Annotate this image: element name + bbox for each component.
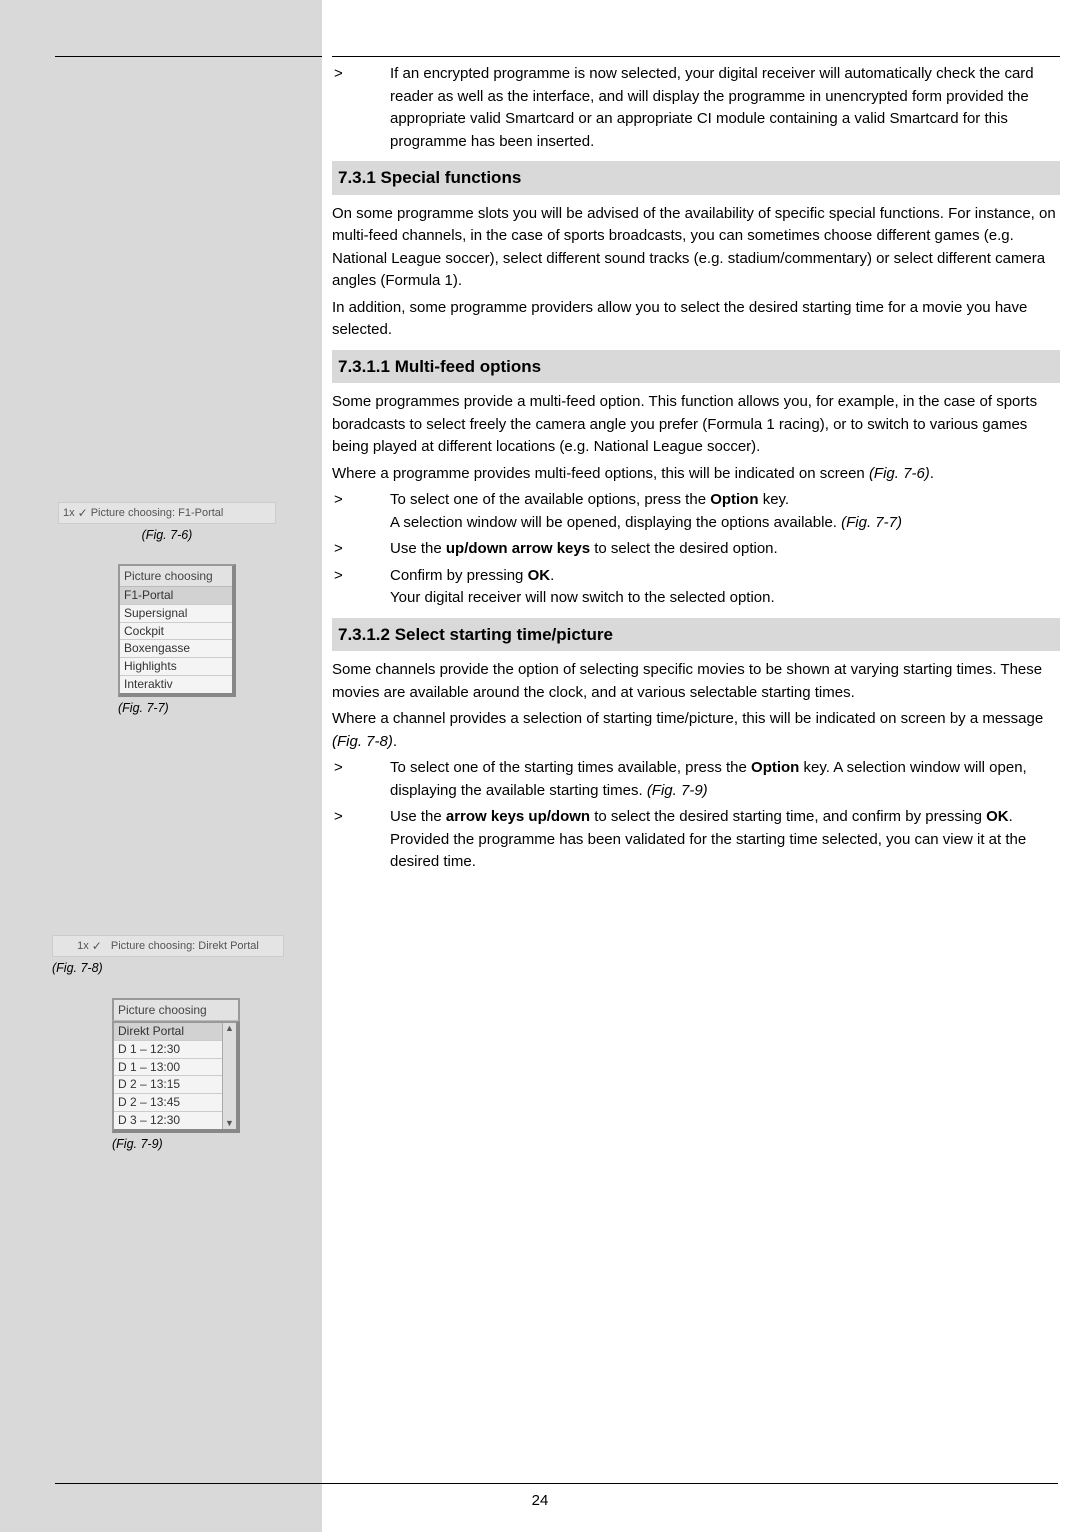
figure-7-7: Picture choosing F1-Portal Supersignal C… <box>118 564 236 718</box>
heading-7-3-1-2: 7.3.1.2 Select starting time/picture <box>332 618 1060 652</box>
fig76-label: Picture choosing: F1-Portal <box>91 505 224 522</box>
text: Provided the programme has been validate… <box>390 831 1026 871</box>
check-icon: ✓ <box>78 504 88 522</box>
fig79-item: D 2 – 13:45 <box>114 1094 222 1112</box>
fig76-prefix: 1x <box>63 505 75 522</box>
fig79-menu-wrap: Picture choosing Direkt Portal D 1 – 12:… <box>112 998 240 1133</box>
fig79-title: Picture choosing <box>112 998 240 1021</box>
fig76-caption: (Fig. 7-6) <box>58 526 276 545</box>
scrollbar: ▲ ▼ <box>222 1023 236 1129</box>
text: Your digital receiver will now switch to… <box>390 589 775 606</box>
figure-7-9: Picture choosing Direkt Portal D 1 – 12:… <box>112 998 240 1154</box>
check-icon: ✓ <box>92 937 102 955</box>
fig79-menu: Direkt Portal D 1 – 12:30 D 1 – 13:00 D … <box>112 1021 240 1133</box>
text: To select one of the available options, … <box>390 491 710 508</box>
content: > If an encrypted programme is now selec… <box>332 63 1060 874</box>
top-rule-left <box>55 56 322 57</box>
figref: (Fig. 7-9) <box>647 782 708 799</box>
text: To select one of the starting times avai… <box>390 759 751 776</box>
content-column: > If an encrypted programme is now selec… <box>322 0 1080 1532</box>
text: Where a programme provides multi-feed op… <box>332 465 869 482</box>
bold-text: OK <box>528 567 551 584</box>
text: . <box>550 567 554 584</box>
fig76-banner: 1x ✓ Picture choosing: F1-Portal <box>58 502 276 524</box>
intro-text: If an encrypted programme is now selecte… <box>390 63 1060 153</box>
figref: (Fig. 7-6) <box>869 465 930 482</box>
s7311-p1: Some programmes provide a multi-feed opt… <box>332 391 1060 459</box>
bullet-text: Use the arrow keys up/down to select the… <box>390 806 1060 874</box>
fig77-item: F1-Portal <box>120 587 232 605</box>
top-rule <box>332 56 1060 57</box>
bold-text: arrow keys up/down <box>446 808 590 825</box>
fig77-item: Supersignal <box>120 605 232 623</box>
fig77-item: Boxengasse <box>120 640 232 658</box>
fig79-item: D 3 – 12:30 <box>114 1112 222 1129</box>
text: key. <box>759 491 790 508</box>
figref: (Fig. 7-7) <box>841 514 902 531</box>
bullet-marker: > <box>332 806 390 874</box>
bullet-marker: > <box>332 565 390 610</box>
bullet-marker: > <box>332 63 390 153</box>
text: A selection window will be opened, displ… <box>390 514 841 531</box>
scroll-down-icon: ▼ <box>225 1118 234 1129</box>
fig77-item: Highlights <box>120 658 232 676</box>
intro-bullet: > If an encrypted programme is now selec… <box>332 63 1060 153</box>
scroll-up-icon: ▲ <box>225 1023 234 1034</box>
figure-7-6: 1x ✓ Picture choosing: F1-Portal (Fig. 7… <box>58 502 276 545</box>
bullet-marker: > <box>332 538 390 561</box>
bullet-text: To select one of the starting times avai… <box>390 757 1060 802</box>
s7312-p2: Where a channel provides a selection of … <box>332 708 1060 753</box>
s7311-p2: Where a programme provides multi-feed op… <box>332 463 1060 486</box>
fig79-item: D 1 – 13:00 <box>114 1059 222 1077</box>
figure-7-8: 1x ✓ Picture choosing: Direkt Portal (Fi… <box>52 935 284 978</box>
text: Where a channel provides a selection of … <box>332 710 1043 727</box>
text: . <box>393 733 397 750</box>
bullet-marker: > <box>332 489 390 534</box>
text: to select the desired starting time, and… <box>590 808 986 825</box>
fig77-caption: (Fig. 7-7) <box>118 699 236 718</box>
text: . <box>1009 808 1013 825</box>
fig78-banner: 1x ✓ Picture choosing: Direkt Portal <box>52 935 284 957</box>
fig77-menu: Picture choosing F1-Portal Supersignal C… <box>118 564 236 697</box>
bold-text: Option <box>710 491 758 508</box>
bullet-text: Use the up/down arrow keys to select the… <box>390 538 1060 561</box>
s731-p1: On some programme slots you will be advi… <box>332 203 1060 293</box>
s7312-b2: > Use the arrow keys up/down to select t… <box>332 806 1060 874</box>
fig78-prefix: 1x <box>77 938 89 955</box>
fig79-item: Direkt Portal <box>114 1023 222 1041</box>
fig79-item: D 1 – 12:30 <box>114 1041 222 1059</box>
s7311-b2: > Use the up/down arrow keys to select t… <box>332 538 1060 561</box>
left-margin-column: 1x ✓ Picture choosing: F1-Portal (Fig. 7… <box>0 0 322 1532</box>
heading-7-3-1-1: 7.3.1.1 Multi-feed options <box>332 350 1060 384</box>
fig79-list: Direkt Portal D 1 – 12:30 D 1 – 13:00 D … <box>114 1023 222 1129</box>
bold-text: Option <box>751 759 799 776</box>
s7311-b3: > Confirm by pressing OK. Your digital r… <box>332 565 1060 610</box>
bottom-rule <box>55 1483 1058 1484</box>
bold-text: up/down arrow keys <box>446 540 590 557</box>
text: . <box>930 465 934 482</box>
figref: (Fig. 7-8) <box>332 733 393 750</box>
fig78-caption: (Fig. 7-8) <box>52 959 284 978</box>
text: Confirm by pressing <box>390 567 528 584</box>
s7312-p1: Some channels provide the option of sele… <box>332 659 1060 704</box>
s7312-b1: > To select one of the starting times av… <box>332 757 1060 802</box>
bullet-marker: > <box>332 757 390 802</box>
text: to select the desired option. <box>590 540 778 557</box>
bold-text: OK <box>986 808 1009 825</box>
s7311-b1: > To select one of the available options… <box>332 489 1060 534</box>
page-number: 24 <box>532 1490 549 1513</box>
text: Use the <box>390 540 446 557</box>
fig77-item: Interaktiv <box>120 676 232 693</box>
bullet-text: Confirm by pressing OK. Your digital rec… <box>390 565 1060 610</box>
fig77-title: Picture choosing <box>120 566 232 587</box>
heading-7-3-1: 7.3.1 Special functions <box>332 161 1060 195</box>
fig79-caption: (Fig. 7-9) <box>112 1135 240 1154</box>
fig78-label: Picture choosing: Direkt Portal <box>111 938 259 955</box>
bullet-text: To select one of the available options, … <box>390 489 1060 534</box>
page: 1x ✓ Picture choosing: F1-Portal (Fig. 7… <box>0 0 1080 1532</box>
text: Use the <box>390 808 446 825</box>
fig77-item: Cockpit <box>120 623 232 641</box>
fig79-item: D 2 – 13:15 <box>114 1076 222 1094</box>
s731-p2: In addition, some programme providers al… <box>332 297 1060 342</box>
